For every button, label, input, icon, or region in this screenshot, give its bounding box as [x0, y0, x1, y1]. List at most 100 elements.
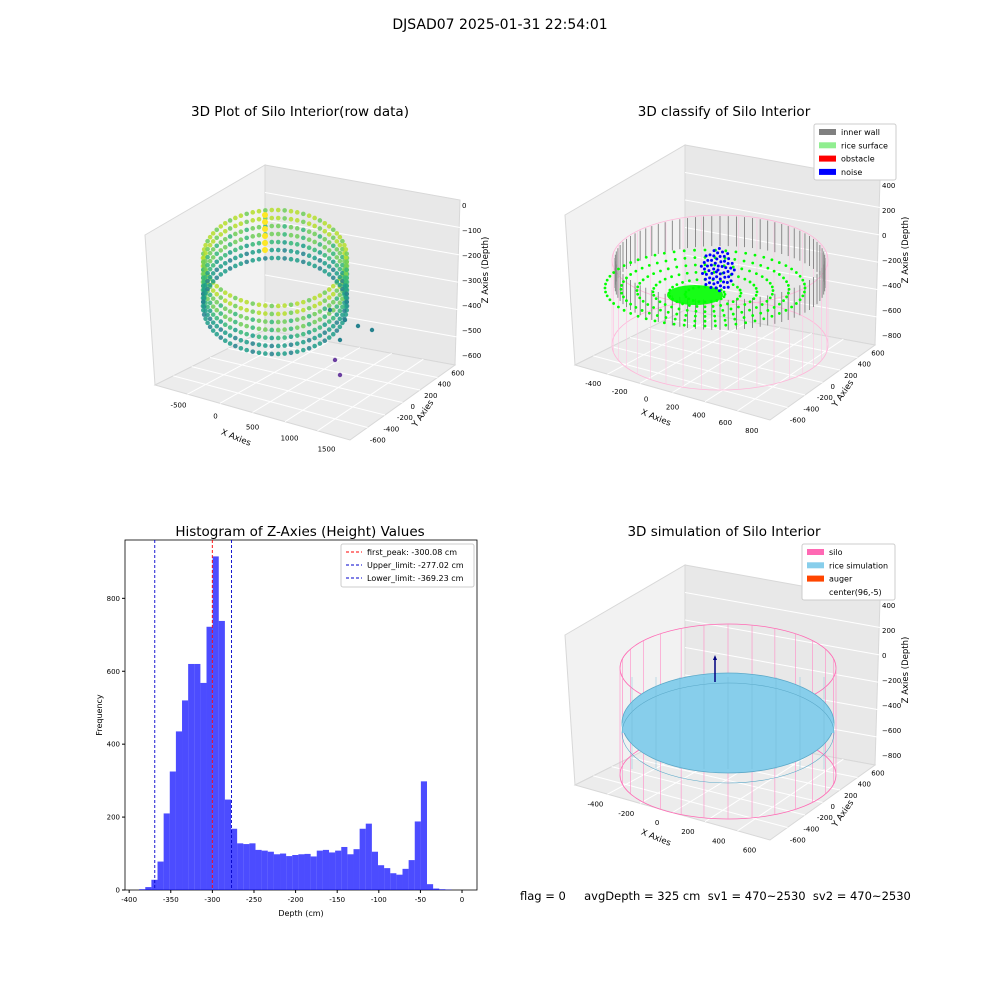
p1-ztick: 0 [462, 202, 466, 210]
p2-noise-point [716, 264, 720, 268]
p4-xtick: -200 [618, 810, 634, 818]
p1-ztick: −100 [462, 227, 481, 235]
p2-legend-box [813, 123, 897, 181]
p2-noise-point [718, 255, 722, 259]
p1-point [256, 256, 262, 262]
p1-point [312, 223, 317, 229]
p1-point [317, 258, 323, 263]
p2-ztick: −400 [882, 282, 901, 290]
p2-ztick: 0 [882, 232, 886, 240]
p1-point [312, 327, 317, 333]
p2-grid [684, 254, 881, 291]
p1-ytick: 0 [411, 403, 415, 411]
p2-rice-point [612, 302, 616, 305]
p1-point [238, 305, 244, 311]
p1-point [326, 232, 332, 237]
p1-point [256, 216, 262, 222]
p1-point [337, 292, 343, 298]
histogram-bar [139, 889, 146, 890]
p2-rice-point [754, 293, 758, 297]
p1-point [330, 315, 336, 321]
p2-xtick: -200 [612, 388, 628, 396]
p1-point [330, 267, 336, 273]
p1-point [210, 312, 216, 317]
p1-point [214, 323, 220, 329]
p2-rice-point [672, 250, 676, 254]
p1-point [330, 283, 336, 289]
p2-ztick: −800 [882, 332, 901, 340]
p2-noise-point [719, 260, 723, 264]
p1-point [337, 308, 343, 314]
p2-rice-point [722, 295, 726, 299]
p1-point [222, 322, 228, 327]
p4-legend: silo rice simulation auger center(96,-5) [801, 543, 896, 601]
p1-point [282, 311, 287, 316]
p1-point [294, 226, 300, 231]
p1-point [300, 323, 306, 329]
p2-rice-point [703, 324, 707, 328]
p4-surface [619, 623, 837, 820]
p1-point [214, 331, 220, 337]
p1-point [218, 224, 224, 229]
p2-rice-core [667, 285, 723, 305]
p1-point [306, 345, 312, 351]
p2-rice-point [765, 278, 769, 282]
histogram-bar [292, 855, 299, 890]
p1-point [262, 233, 268, 239]
p1-point [263, 327, 268, 332]
p1-point [207, 234, 213, 240]
p1-point [312, 343, 317, 349]
p1-point [244, 315, 250, 321]
p1-point [344, 259, 350, 264]
p1-point [282, 224, 287, 229]
p1-point [312, 215, 317, 221]
p1-point [256, 326, 262, 332]
p1-ytick: 200 [424, 392, 437, 400]
p1-point [210, 271, 216, 276]
p2-legend-swatch [819, 168, 836, 175]
histogram-xtick-label: -400 [121, 896, 137, 904]
p1-point [337, 266, 343, 272]
p2-rice-point [640, 309, 644, 312]
p1-point [294, 317, 300, 322]
p1-point [317, 317, 323, 322]
p1-point [317, 234, 323, 239]
p1-point [334, 263, 340, 268]
p2-rice-point [770, 258, 774, 262]
histogram-bar [335, 850, 342, 890]
p1-point [262, 212, 268, 218]
p1-point [214, 243, 220, 249]
p2-rice-point [803, 282, 806, 286]
p1-point [256, 350, 262, 356]
p1-point [227, 218, 233, 223]
p1-point [227, 317, 233, 322]
p2-rice-point [737, 275, 740, 279]
p2-noise-point [723, 275, 727, 279]
p2-rice-point [736, 285, 739, 289]
p1-point [222, 338, 228, 343]
p1-point [275, 311, 281, 317]
p1-ytick: 600 [451, 370, 464, 378]
p4-legend-label: center(96,-5) [829, 588, 882, 597]
histogram-legend-box [340, 543, 475, 588]
p1-point [207, 308, 213, 314]
p1-point [306, 229, 312, 235]
p2-noise-point [717, 246, 721, 250]
p2-rice-point [737, 305, 740, 309]
p4-ytick: -200 [817, 814, 833, 822]
p2-rice-point [641, 299, 645, 303]
histogram-bar [175, 731, 183, 890]
p1-point [282, 303, 287, 308]
histogram-bar [286, 856, 293, 890]
p2-xtick: 600 [719, 419, 732, 427]
p1-point [306, 213, 312, 219]
p1-ytick: -600 [370, 436, 386, 444]
p1-point [300, 251, 306, 257]
p4-legend-label: rice simulation [829, 561, 888, 570]
histogram-bar [237, 843, 244, 890]
p1-point [244, 227, 250, 233]
p2-rice-point [711, 305, 715, 308]
p1-point [250, 258, 256, 263]
p2-ztick: −200 [882, 257, 901, 265]
p1-point [203, 282, 208, 288]
